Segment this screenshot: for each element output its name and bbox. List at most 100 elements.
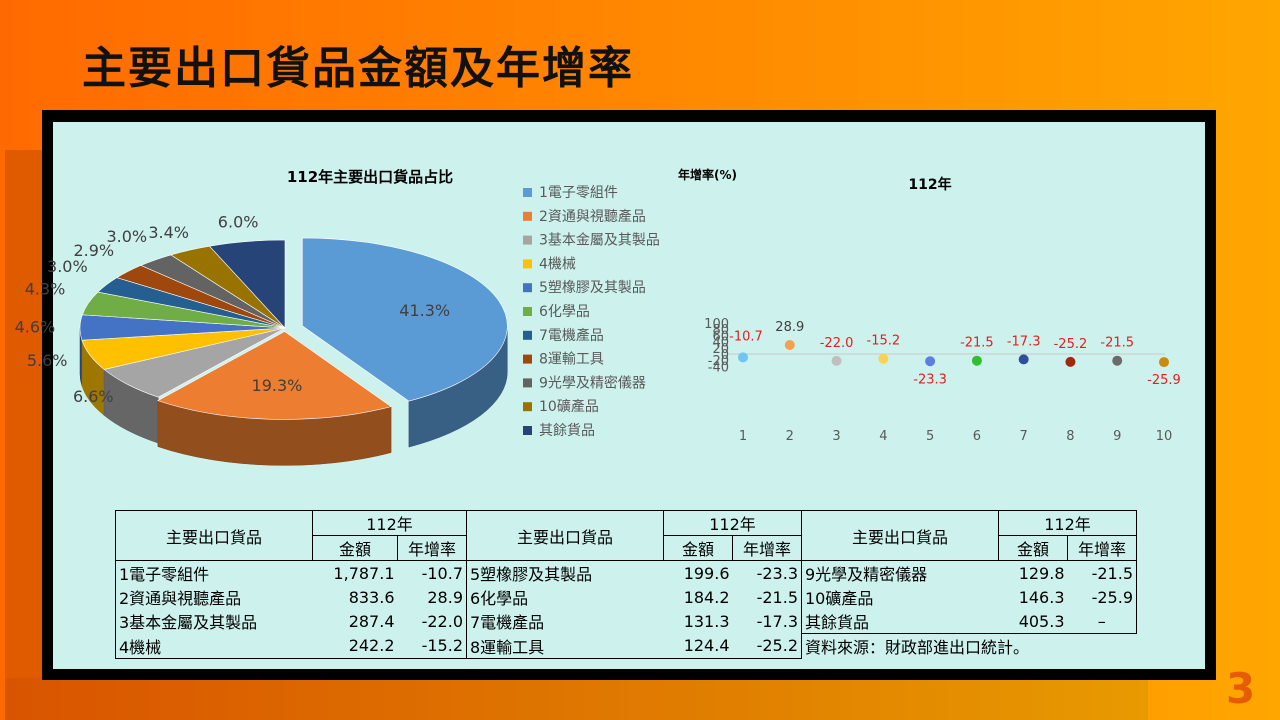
y-tick-label: 40 xyxy=(712,336,729,351)
legend-label: 1電子零組件 xyxy=(539,185,618,201)
legend-label: 4機械 xyxy=(539,256,576,272)
table-cell-amount: 405.3 xyxy=(998,609,1068,634)
decorative-bar-bottom xyxy=(5,678,1148,720)
scatter-point xyxy=(1112,355,1123,366)
page-number: 3 xyxy=(1226,664,1256,713)
y-tick-label: -20 xyxy=(708,354,729,369)
table-cell-amount: 146.3 xyxy=(1018,587,1065,607)
x-tick-label: 10 xyxy=(1156,429,1173,444)
scatter-point xyxy=(784,339,795,350)
export-data-table: 主要出口貨品 112年 主要出口貨品 112年 主要出口貨品 112年 金額 年… xyxy=(115,510,1137,659)
legend-label: 3基本金屬及其製品 xyxy=(539,232,660,249)
table-cell-growth: -10.7 xyxy=(421,563,463,583)
scatter-data-label: -25.9 xyxy=(1147,373,1181,388)
scatter-point xyxy=(971,355,982,366)
table-row: 3基本金屬及其製品 287.4 -22.0 7電機產品 131.3 -17.3 … xyxy=(115,609,1137,634)
pie-slice xyxy=(302,237,508,402)
pie-chart: 41.3%19.3%6.6%5.6%4.6%4.3%3.0%2.9%3.0% 3.… xyxy=(15,213,508,466)
legend-swatch xyxy=(523,378,532,388)
table-header-year: 112年 xyxy=(663,510,802,536)
table-cell-growth: – xyxy=(1067,609,1137,634)
table-row: 1電子零組件 1,787.1 -10.7 5塑橡膠及其製品 199.6 -23.… xyxy=(115,560,1137,585)
legend-swatch xyxy=(523,354,532,364)
pie-legend: 1電子零組件 2資通與視聽產品 3基本金屬及其製品 4機械 5塑橡膠及其製品 6化學品 7電… xyxy=(523,185,660,439)
table-cell-amount: 242.2 xyxy=(312,633,398,659)
pie-data-label: 4.3% xyxy=(25,280,66,299)
legend-swatch xyxy=(523,188,532,197)
scatter-data-label: 28.9 xyxy=(775,320,804,335)
pie-data-label: 41.3% xyxy=(399,301,450,320)
x-tick-label: 5 xyxy=(926,429,934,444)
table-cell-amount: 833.6 xyxy=(348,587,395,607)
table-cell-amount: 287.4 xyxy=(348,611,395,631)
x-tick-label: 8 xyxy=(1066,429,1074,444)
table-cell-amount: 184.2 xyxy=(683,587,730,607)
table-cell-growth: -17.3 xyxy=(756,611,798,631)
legend-label: 2資通與視聽產品 xyxy=(539,208,646,225)
table-header-year: 112年 xyxy=(998,510,1137,536)
scatter-data-label: -21.5 xyxy=(1100,336,1134,351)
table-cell-name: 1電子零組件 xyxy=(115,560,313,585)
table-header-amount: 金額 xyxy=(663,535,733,561)
y-tick-label: 80 xyxy=(712,323,729,338)
x-tick-label: 2 xyxy=(786,429,794,444)
table-header-growth: 年增率 xyxy=(732,535,802,561)
legend-swatch xyxy=(523,402,532,412)
scatter-chart-title: 112年 xyxy=(908,176,951,193)
table-cell-growth: -15.2 xyxy=(397,633,467,659)
table-cell-growth: -21.5 xyxy=(756,587,798,607)
slide-title: 主要出口貨品金額及年增率 xyxy=(82,43,634,94)
table-cell-growth: 28.9 xyxy=(427,587,463,607)
table-cell-amount: 1,787.1 xyxy=(333,563,395,583)
table-row: 2資通與視聽產品 833.6 28.9 6化學品 184.2 -21.5 10礦… xyxy=(115,585,1137,609)
table-header-amount: 金額 xyxy=(998,535,1068,561)
scatter-data-label: -21.5 xyxy=(960,336,994,351)
scatter-data-label: -22.0 xyxy=(820,336,854,351)
scatter-point xyxy=(1065,356,1076,367)
table-cell-growth: -21.5 xyxy=(1067,560,1137,585)
legend-label: 8運輸工具 xyxy=(539,352,604,368)
legend-label: 7電機產品 xyxy=(539,327,604,344)
table-cell-name: 4機械 xyxy=(115,633,313,659)
pie-data-label: 5.6% xyxy=(27,351,68,370)
x-tick-label: 9 xyxy=(1113,429,1121,444)
scatter-point xyxy=(1159,357,1169,368)
pie-data-label: 3.0% xyxy=(47,257,88,276)
pie-data-label: 3.0% xyxy=(106,227,147,246)
table-cell-name: 2資通與視聽產品 xyxy=(115,585,313,609)
table-cell-name: 9光學及精密儀器 xyxy=(801,560,999,585)
pie-data-label: 19.3% xyxy=(252,376,303,395)
scatter-data-label: -25.2 xyxy=(1054,337,1088,352)
table-cell-amount: 199.6 xyxy=(683,563,730,583)
pie-data-label: 6.6% xyxy=(73,387,114,406)
scatter-point xyxy=(925,356,936,367)
x-tick-label: 7 xyxy=(1020,429,1028,444)
scatter-point xyxy=(831,355,842,366)
table-cell-name: 3基本金屬及其製品 xyxy=(115,609,313,634)
source-note: 資料來源：財政部進出口統計。 xyxy=(805,638,1030,657)
legend-label: 9光學及精密儀器 xyxy=(539,374,646,391)
scatter-data-label: -17.3 xyxy=(1007,334,1041,349)
table-cell-growth: -22.0 xyxy=(421,611,463,631)
x-tick-label: 1 xyxy=(739,429,747,444)
y-tick-label: 20 xyxy=(712,342,729,357)
pie-data-label: 4.6% xyxy=(15,317,56,336)
x-tick-label: 6 xyxy=(973,429,981,444)
table-header-item: 主要出口貨品 xyxy=(801,510,999,561)
y-tick-label: -40 xyxy=(708,360,729,375)
table-header-item: 主要出口貨品 xyxy=(115,510,313,561)
x-tick-label: 3 xyxy=(832,429,840,444)
x-tick-label: 4 xyxy=(879,429,887,444)
table-cell-growth: -23.3 xyxy=(756,563,798,583)
scatter-data-label: -10.7 xyxy=(729,329,763,344)
table-header-amount: 金額 xyxy=(312,535,398,561)
table-header-growth: 年增率 xyxy=(397,535,467,561)
pie-data-label: 3.4% xyxy=(148,223,189,242)
legend-swatch xyxy=(523,426,532,435)
legend-swatch xyxy=(523,259,532,269)
legend-label: 6化學品 xyxy=(539,304,590,320)
table-header-item: 主要出口貨品 xyxy=(466,510,664,561)
table-cell-name: 6化學品 xyxy=(466,585,664,609)
scatter-y-label: 年增率(%) xyxy=(678,167,737,182)
scatter-point xyxy=(878,353,889,364)
